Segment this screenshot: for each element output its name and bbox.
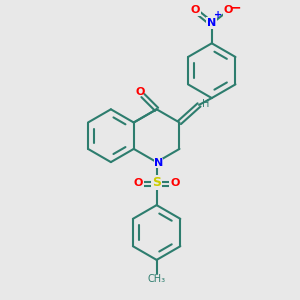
Text: S: S <box>152 176 161 189</box>
Text: O: O <box>135 87 145 97</box>
Text: O: O <box>133 178 143 188</box>
Text: O: O <box>190 5 200 15</box>
Text: O: O <box>224 5 233 15</box>
Text: +: + <box>214 10 222 20</box>
Text: −: − <box>230 0 241 14</box>
Text: H: H <box>202 99 210 109</box>
Text: N: N <box>207 18 216 28</box>
Text: N: N <box>154 158 163 168</box>
Text: O: O <box>170 178 180 188</box>
Text: CH₃: CH₃ <box>148 274 166 284</box>
